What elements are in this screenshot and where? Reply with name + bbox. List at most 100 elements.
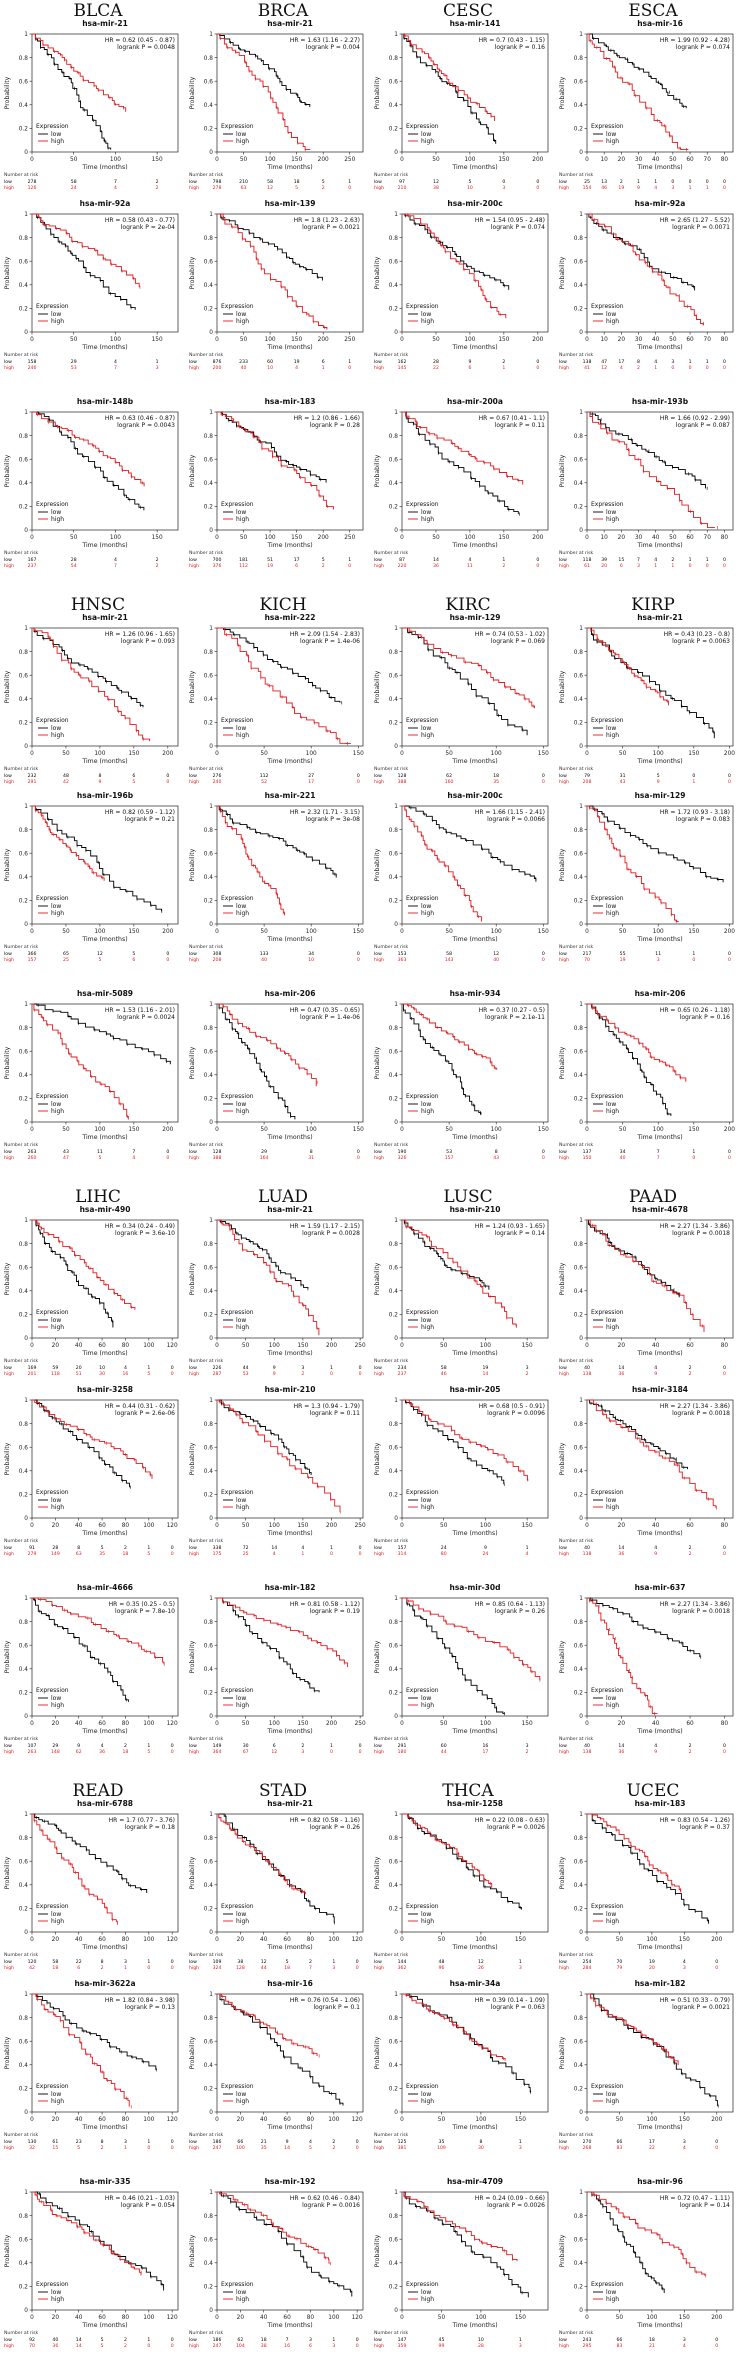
y-tick-label: 0.8	[389, 56, 399, 62]
legend-label-high: high	[236, 138, 249, 145]
at-risk-value-high: 3	[301, 1749, 304, 1755]
y-tick-label: 0.8	[574, 650, 584, 656]
at-risk-value-low: 144	[398, 1959, 407, 1965]
at-risk-value-low: 157	[398, 1545, 407, 1551]
y-tick-label: 0.4	[204, 283, 214, 289]
x-axis-label: Time (months)	[636, 542, 682, 549]
at-risk-value-high: 0	[706, 365, 709, 371]
at-risk-value-low: 366	[28, 951, 37, 957]
at-risk-value-low: 51	[267, 557, 273, 563]
logrank-p-text: logrank P = 0.37	[680, 1824, 730, 1831]
at-risk-value-high: 0	[357, 1155, 360, 1161]
at-risk-title: Number at risk	[189, 1952, 224, 1958]
at-risk-value-high: 0	[715, 2343, 718, 2349]
plot-frame	[401, 2191, 549, 2311]
at-risk-value-high: 210	[398, 185, 407, 191]
at-risk-value-low: 12	[478, 1959, 484, 1965]
at-risk-value-high: 0	[689, 365, 692, 371]
y-tick-label: 1	[24, 1398, 28, 1404]
x-tick-label: 150	[688, 929, 699, 935]
at-risk-value-low: 243	[583, 2337, 592, 2343]
y-tick-label: 1	[394, 2190, 398, 2196]
at-risk-title: Number at risk	[374, 2132, 409, 2138]
x-tick-label: 120	[167, 2117, 178, 2123]
plot-frame	[586, 213, 734, 333]
at-risk-value-high: 2	[689, 1371, 692, 1377]
y-tick-label: 0.6	[389, 457, 399, 463]
x-tick-label: 10	[600, 535, 608, 541]
at-risk-value-high: 38	[433, 185, 439, 191]
y-axis-label: Probability	[559, 1442, 566, 1475]
legend-title: Expression	[221, 1903, 254, 1910]
at-risk-value-low: 4	[114, 557, 117, 563]
logrank-p-text: logrank P = 0.19	[310, 1608, 360, 1615]
at-risk-row-label-low: low	[559, 359, 567, 365]
x-axis-label: Time (months)	[636, 2322, 682, 2329]
x-axis-label: Time (months)	[451, 1728, 497, 1735]
legend-title: Expression	[36, 303, 69, 310]
mirna-title: hsa-mir-34a	[450, 1979, 501, 1988]
x-tick-label: 200	[724, 929, 735, 935]
at-risk-value-low: 28	[433, 359, 439, 365]
mirna-title: hsa-mir-222	[265, 613, 316, 622]
x-tick-label: 100	[491, 751, 502, 757]
y-tick-label: 0.8	[19, 1422, 29, 1428]
plot-frame	[586, 627, 734, 747]
at-risk-row-label-high: high	[4, 1155, 14, 1161]
x-tick-label: 10	[600, 337, 608, 343]
at-risk-row-label-high: high	[4, 779, 14, 785]
y-tick-label: 0.2	[574, 1907, 584, 1913]
at-risk-value-high: 0	[348, 563, 351, 569]
at-risk-row-label-high: high	[374, 957, 384, 963]
at-risk-value-high: 0	[542, 957, 545, 963]
legend-title: Expression	[36, 1903, 69, 1910]
x-tick-label: 0	[400, 1721, 404, 1727]
at-risk-value-low: 34	[620, 1149, 626, 1155]
logrank-p-text: logrank P = 0.16	[680, 1014, 730, 1021]
mirna-title: hsa-mir-210	[265, 1385, 316, 1394]
at-risk-value-high: 14	[76, 2343, 82, 2349]
at-risk-title: Number at risk	[559, 352, 594, 358]
at-risk-value-low: 4	[654, 1365, 657, 1371]
plot-frame	[586, 33, 734, 153]
at-risk-value-low: 45	[439, 2337, 445, 2343]
at-risk-value-high: 143	[445, 957, 454, 963]
km-curve-high	[217, 805, 286, 916]
x-axis-label: Time (months)	[451, 1134, 497, 1141]
y-tick-label: 1	[24, 1002, 28, 1008]
y-axis-label: Probability	[4, 76, 11, 109]
at-risk-value-high: 0	[171, 1371, 174, 1377]
at-risk-value-low: 19	[649, 1959, 655, 1965]
at-risk-value-low: 2	[124, 1545, 127, 1551]
y-axis-label: Probability	[4, 2234, 11, 2267]
logrank-p-text: logrank P = 1.4e-06	[300, 1014, 360, 1021]
y-tick-label: 0.2	[389, 1691, 399, 1697]
km-curve-low	[217, 1003, 296, 1120]
at-risk-value-low: 4	[124, 1365, 127, 1371]
at-risk-value-low: 153	[398, 951, 407, 957]
x-tick-label: 60	[283, 2117, 291, 2123]
at-risk-value-low: 16	[482, 1743, 488, 1749]
at-risk-value-high: 38	[261, 2343, 267, 2349]
x-tick-label: 150	[522, 1523, 533, 1529]
at-risk-value-low: 190	[398, 1149, 407, 1155]
at-risk-value-high: 326	[398, 1155, 407, 1161]
at-risk-value-low: 1	[348, 359, 351, 365]
km-curve-high	[587, 627, 669, 706]
legend-title: Expression	[406, 1489, 439, 1496]
logrank-p-text: logrank P = 0.13	[125, 2004, 175, 2011]
at-risk-value-low: 15	[618, 557, 624, 563]
x-tick-label: 20	[618, 1343, 626, 1349]
y-tick-label: 0.6	[204, 673, 214, 679]
x-tick-label: 50	[70, 157, 78, 163]
x-axis-label: Time (months)	[636, 1728, 682, 1735]
x-tick-label: 120	[352, 2117, 363, 2123]
legend-title: Expression	[406, 2281, 439, 2288]
at-risk-value-low: 7	[657, 1149, 660, 1155]
y-tick-label: 0	[394, 1336, 398, 1342]
at-risk-value-low: 2	[301, 1743, 304, 1749]
at-risk-title: Number at risk	[189, 1538, 224, 1544]
x-tick-label: 0	[400, 1937, 404, 1943]
y-tick-label: 0	[24, 150, 28, 156]
legend-label-high: high	[236, 1108, 249, 1115]
